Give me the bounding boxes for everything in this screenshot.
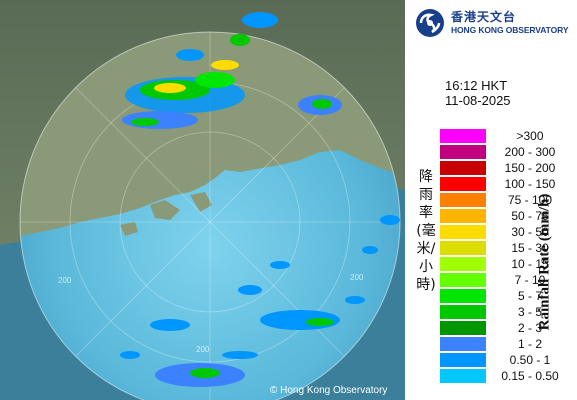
legend-label: 1 - 2	[517, 337, 542, 351]
legend-swatch	[440, 161, 486, 175]
hko-logo: 香港天文台 HONG KONG OBSERVATORY	[415, 6, 577, 40]
legend-label: 0.50 - 1	[509, 353, 551, 367]
legend-swatch	[440, 209, 486, 223]
legend-label: 3 - 5	[517, 305, 542, 319]
legend-label: 15 - 30	[511, 241, 549, 255]
range-label: 200	[350, 273, 364, 282]
legend-label: 50 - 75	[511, 209, 549, 223]
legend-swatch	[440, 305, 486, 319]
legend-title-en: Rainfall Rate (mm/h)	[536, 193, 553, 331]
legend-swatch	[440, 273, 486, 287]
legend-swatch	[440, 145, 486, 159]
radar-map: 200 200 200	[0, 0, 405, 400]
legend-label: 0.15 - 0.50	[501, 369, 559, 383]
legend-label: 200 - 300	[504, 145, 556, 159]
legend-swatch	[440, 241, 486, 255]
legend-label: 2 - 3	[517, 321, 542, 335]
radar-date: 11-08-2025	[445, 93, 511, 108]
legend-swatch	[440, 225, 486, 239]
legend-swatch	[440, 353, 486, 367]
legend-panel: 香港天文台 HONG KONG OBSERVATORY 16:12 HKT 11…	[405, 0, 577, 400]
legend-swatch	[440, 257, 486, 271]
legend-swatch	[440, 369, 486, 383]
legend-swatch	[440, 337, 486, 351]
hko-swirl-logo-icon	[416, 9, 444, 37]
legend-label: >300	[516, 129, 544, 143]
legend-label: 150 - 200	[504, 161, 556, 175]
radar-time: 16:12 HKT	[445, 78, 508, 93]
legend-swatch	[440, 289, 486, 303]
legend-swatch	[440, 177, 486, 191]
legend-label: 75 - 100	[507, 193, 553, 207]
legend-swatch	[440, 321, 486, 335]
legend-title-cn: 降雨率(毫米/小時)	[416, 169, 436, 293]
legend-swatch	[440, 193, 486, 207]
range-label: 200	[196, 345, 210, 354]
legend-swatch	[440, 129, 486, 143]
legend-label: 5 - 7	[517, 289, 542, 303]
org-name-cn: 香港天文台	[451, 10, 517, 24]
copyright-text: © Hong Kong Observatory	[270, 385, 388, 396]
range-label: 200	[58, 276, 72, 285]
legend-label: 30 - 50	[511, 225, 549, 239]
org-name-en: HONG KONG OBSERVATORY	[451, 25, 569, 35]
legend-label: 7 - 10	[514, 273, 546, 287]
legend-label: 100 - 150	[504, 177, 556, 191]
rain-echoes	[120, 12, 400, 387]
legend-label: 10 - 15	[511, 257, 549, 271]
